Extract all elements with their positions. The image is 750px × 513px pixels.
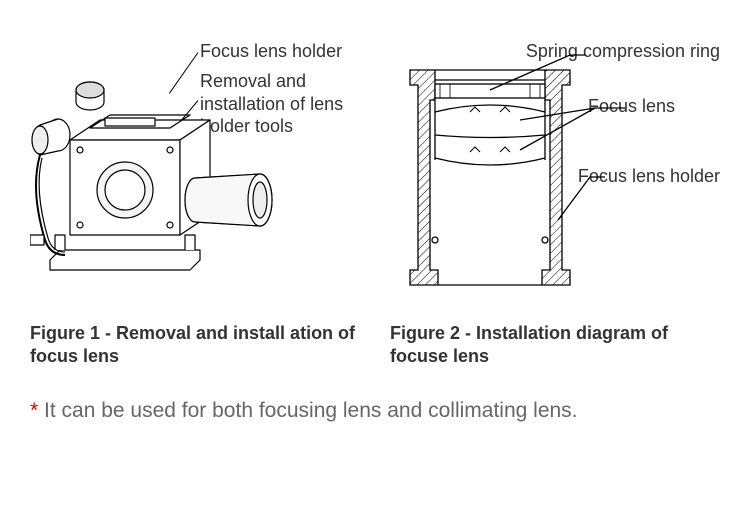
figure-2-caption: Figure 2 - Installation diagram of focus… <box>390 322 720 369</box>
figure-1-diagram: Focus lens holder Removal and installati… <box>30 40 360 310</box>
cross-section-drawing <box>390 40 730 310</box>
footnote: * It can be used for both focusing lens … <box>0 379 750 443</box>
figures-row: Focus lens holder Removal and installati… <box>0 0 750 379</box>
device-drawing <box>30 40 370 310</box>
figure-2: Spring compression ring Focus lens Focus… <box>390 40 720 369</box>
figure-1-caption: Figure 1 - Removal and install ation of … <box>30 322 360 369</box>
figure-2-diagram: Spring compression ring Focus lens Focus… <box>390 40 720 310</box>
figure-1: Focus lens holder Removal and installati… <box>30 40 360 369</box>
note-asterisk: * <box>30 399 38 422</box>
note-text: It can be used for both focusing lens an… <box>38 399 577 422</box>
